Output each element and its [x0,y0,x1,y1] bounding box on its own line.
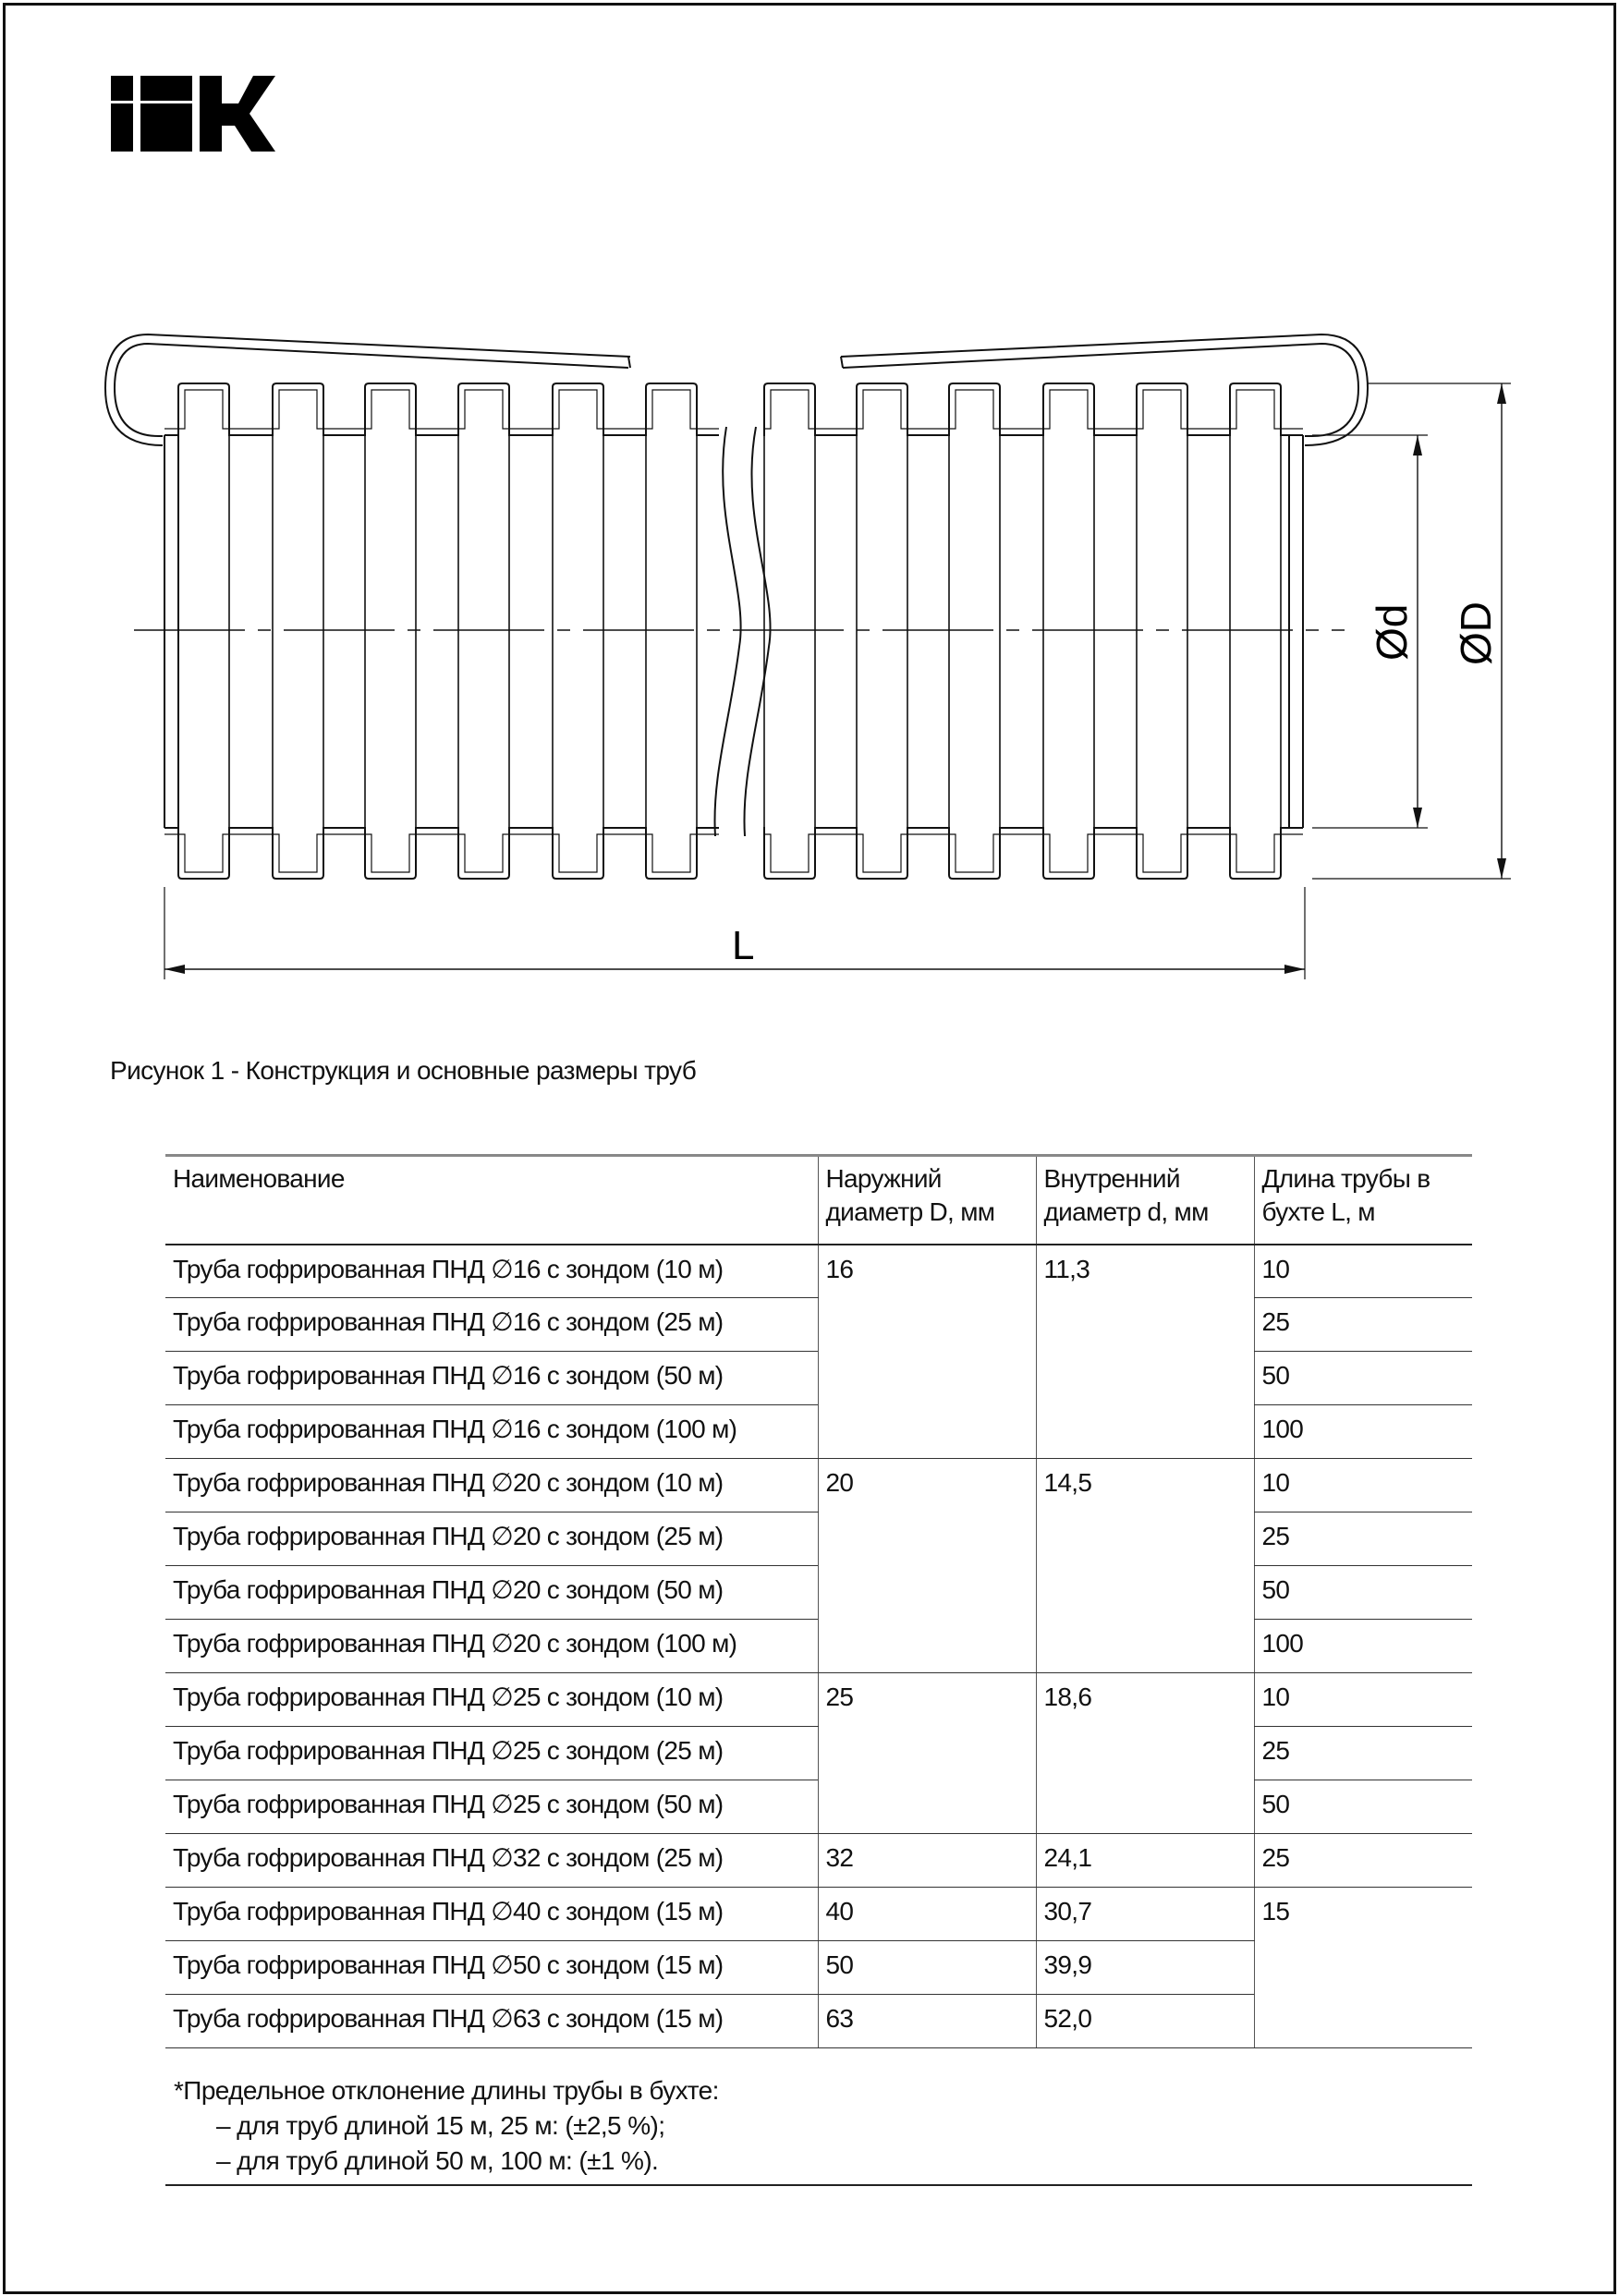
pipe-wall-inner [763,389,1303,430]
table-row: Труба гофрированная ПНД ∅16 с зондом (50… [165,1351,1472,1405]
table-row: Труба гофрированная ПНД ∅25 с зондом (50… [165,1780,1472,1834]
pipe-specs-table: Наименование Наружний диаметр D, мм Внут… [165,1154,1472,2048]
footnote-title: *Предельное отклонение длины трубы в бух… [174,2076,719,2105]
cell-length: 25 [1253,1833,1472,1888]
cell-outer-diameter: 32 [817,1833,1036,1888]
pipe-wall [164,383,719,436]
table-bottom-line [165,2184,1472,2186]
table-row: Труба гофрированная ПНД ∅20 с зондом (50… [165,1565,1472,1620]
length-label: L [732,923,754,968]
cell-outer-diameter: 63 [817,1994,1036,2048]
table-header-row: Наименование Наружний диаметр D, мм Внут… [165,1154,1472,1245]
cell-length: 50 [1253,1351,1472,1405]
header-name: Наименование [165,1154,818,1245]
break-line [713,426,742,837]
cell-name: Труба гофрированная ПНД ∅25 с зондом (50… [165,1780,818,1834]
cell-name: Труба гофрированная ПНД ∅20 с зондом (25… [165,1512,818,1566]
footnote: *Предельное отклонение длины трубы в бух… [174,2073,719,2179]
cell-name: Труба гофрированная ПНД ∅25 с зондом (10… [165,1672,818,1727]
table-row: Труба гофрированная ПНД ∅40 с зондом (15… [165,1887,1472,2048]
cell-name: Труба гофрированная ПНД ∅16 с зондом (25… [165,1297,818,1352]
table-row: Труба гофрированная ПНД ∅63 с зондом (15… [165,1994,1472,2048]
cell-length: 25 [1253,1297,1472,1352]
iek-logo [111,76,275,152]
cell-name: Труба гофрированная ПНД ∅20 с зондом (10… [165,1619,818,1673]
table-row: Труба гофрированная ПНД ∅20 с зондом (25… [165,1512,1472,1566]
outer-diameter-label: ØD [1452,601,1500,665]
figure-caption: Рисунок 1 - Конструкция и основные разме… [110,1056,697,1085]
inner-diameter-label: Ød [1368,604,1416,661]
table-row: Труба гофрированная ПНД ∅16 с зондом (10… [165,1244,1472,1459]
header-inner-diameter: Внутренний диаметр d, мм [1035,1154,1254,1245]
pipe-wall [763,383,1303,436]
footnote-item: – для труб длиной 15 м, 25 м: (±2,5 %); [216,2111,665,2140]
probe-wire-right [840,333,1369,446]
length-dimension-arrow [164,965,185,974]
cell-length: 25 [1253,1726,1472,1780]
cell-name: Труба гофрированная ПНД ∅50 с зондом (15… [165,1940,818,1995]
cell-outer-diameter: 20 [817,1458,1036,1673]
pipe-wall-inner [164,389,719,430]
cell-inner-diameter: 18,6 [1035,1672,1254,1834]
table-row: Труба гофрированная ПНД ∅50 с зондом (15… [165,1940,1472,1995]
cell-name: Труба гофрированная ПНД ∅40 с зондом (15… [165,1887,818,1941]
cell-name: Труба гофрированная ПНД ∅20 с зондом (50… [165,1565,818,1620]
table-row: Труба гофрированная ПНД ∅20 с зондом (10… [165,1458,1472,1673]
probe-wire-end [840,356,844,369]
cell-length: 100 [1253,1619,1472,1673]
pipe-construction-drawing: Ød ØD L [103,333,1511,979]
cell-name: Труба гофрированная ПНД ∅16 с зондом (10… [165,1404,818,1459]
break-line [743,426,772,837]
probe-wire-left [103,333,631,446]
cell-inner-diameter: 24,1 [1035,1833,1254,1888]
cell-outer-diameter: 50 [817,1940,1036,1995]
inner-diameter-dimension-arrow [1413,435,1422,456]
cell-name: Труба гофрированная ПНД ∅63 с зондом (15… [165,1994,818,2048]
cell-inner-diameter: 14,5 [1035,1458,1254,1673]
pipe-wall [164,827,719,880]
probe-wire-end [627,356,631,369]
cell-outer-diameter: 16 [817,1244,1036,1459]
cell-length: 50 [1253,1565,1472,1620]
cell-length: 10 [1253,1458,1472,1512]
cell-name: Труба гофрированная ПНД ∅20 с зондом (10… [165,1458,818,1512]
cell-outer-diameter: 25 [817,1672,1036,1834]
cell-length: 10 [1253,1672,1472,1727]
cell-name: Труба гофрированная ПНД ∅16 с зондом (10… [165,1244,818,1298]
cell-name: Труба гофрированная ПНД ∅16 с зондом (50… [165,1351,818,1405]
cell-length: 15 [1253,1887,1472,2048]
table-row: Труба гофрированная ПНД ∅25 с зондом (10… [165,1672,1472,1834]
cell-length: 50 [1253,1780,1472,1834]
pipe-wall-inner [164,833,719,873]
cell-length: 100 [1253,1404,1472,1459]
cell-length: 10 [1253,1244,1472,1298]
footnote-item: – для труб длиной 50 м, 100 м: (±1 %). [216,2146,659,2175]
cell-inner-diameter: 30,7 [1035,1887,1254,1941]
inner-diameter-dimension-arrow [1413,808,1422,828]
header-length: Длина трубы в бухте L, м [1253,1154,1472,1245]
table-row: Труба гофрированная ПНД ∅16 с зондом (25… [165,1297,1472,1352]
pipe-wall [763,827,1303,880]
table-row: Труба гофрированная ПНД ∅32 с зондом (25… [165,1833,1472,1888]
cell-name: Труба гофрированная ПНД ∅25 с зондом (25… [165,1726,818,1780]
pipe-wall-inner [763,833,1303,873]
cell-inner-diameter: 52,0 [1035,1994,1254,2048]
table-row: Труба гофрированная ПНД ∅16 с зондом (10… [165,1404,1472,1459]
corrugated-pipe [103,333,1511,979]
header-outer-diameter: Наружний диаметр D, мм [817,1154,1036,1245]
outer-diameter-dimension-arrow [1497,383,1506,404]
outer-diameter-dimension-arrow [1497,858,1506,879]
cell-inner-diameter: 39,9 [1035,1940,1254,1995]
cell-inner-diameter: 11,3 [1035,1244,1254,1459]
cell-outer-diameter: 40 [817,1887,1036,1941]
cell-length: 25 [1253,1512,1472,1566]
page-frame [3,3,1616,2294]
table-row: Труба гофрированная ПНД ∅20 с зондом (10… [165,1619,1472,1673]
cell-name: Труба гофрированная ПНД ∅32 с зондом (25… [165,1833,818,1888]
table-row: Труба гофрированная ПНД ∅25 с зондом (25… [165,1726,1472,1780]
length-dimension-arrow [1284,965,1305,974]
